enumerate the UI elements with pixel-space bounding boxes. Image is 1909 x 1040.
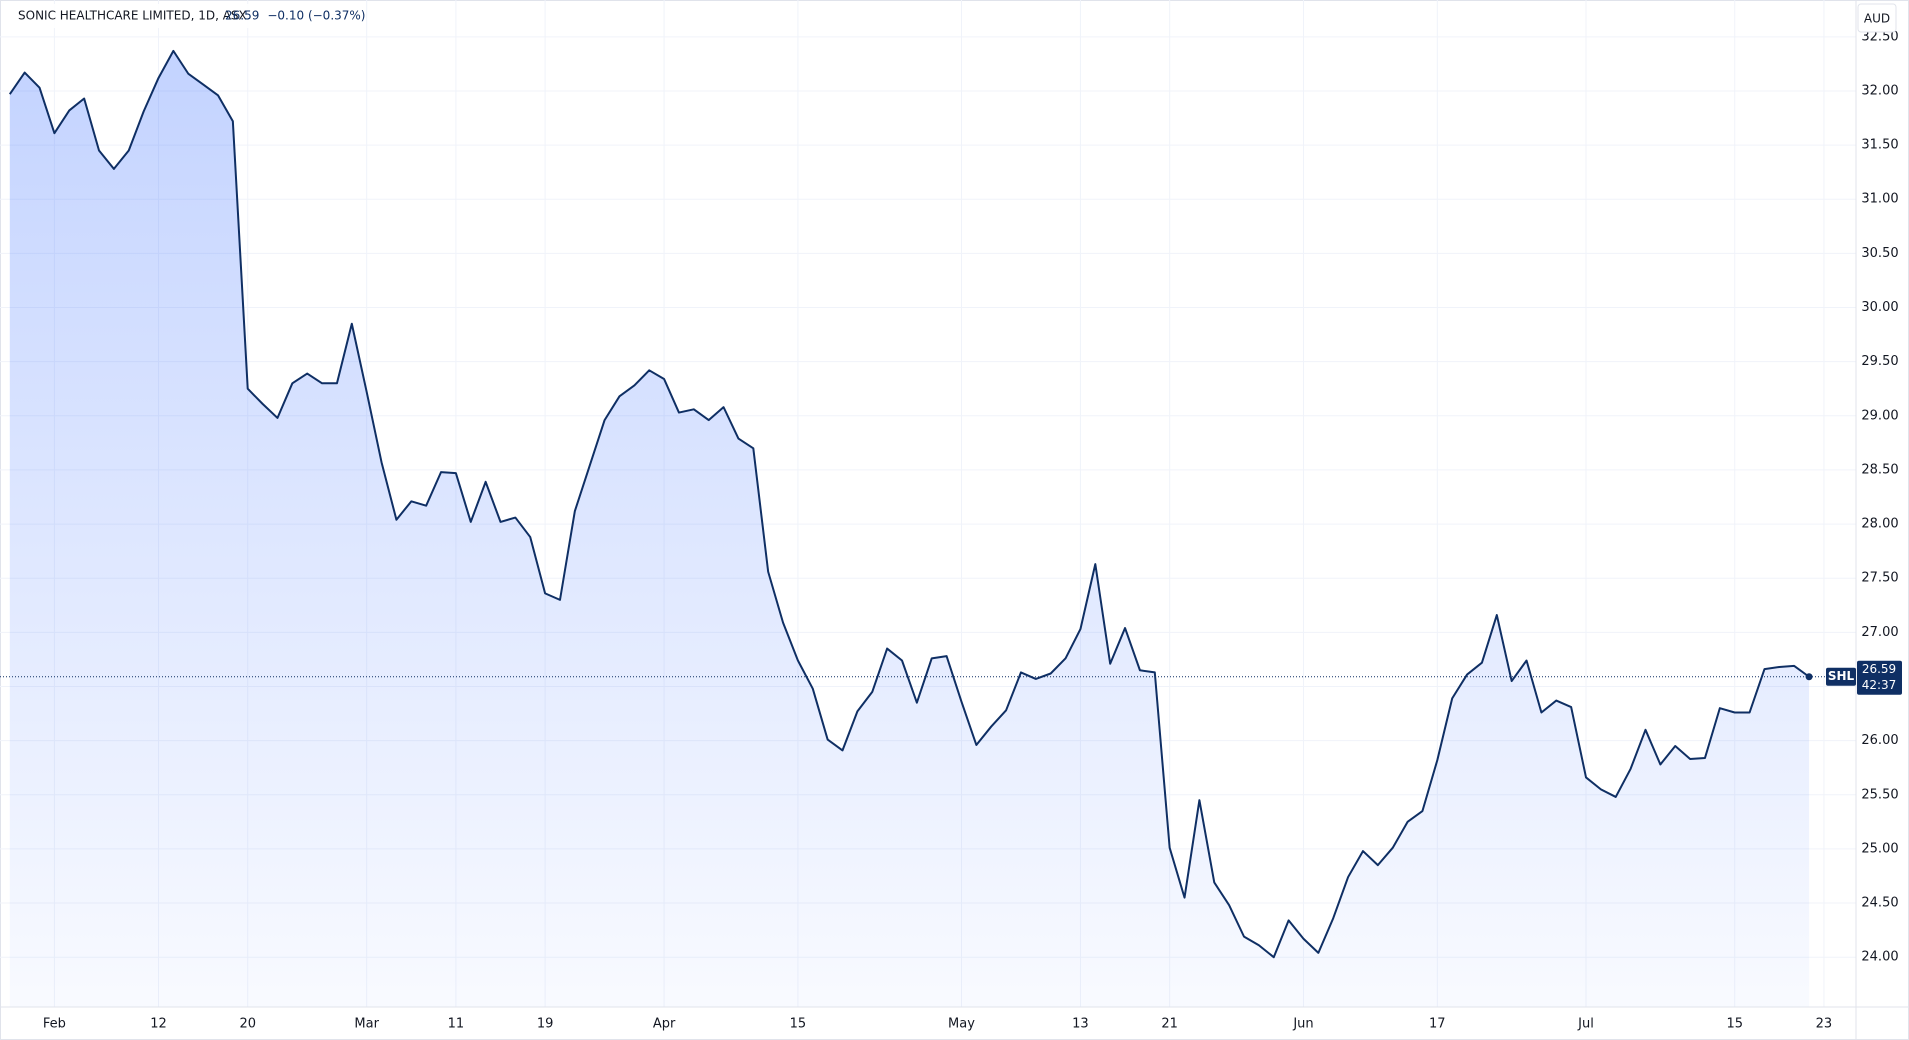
x-tick-label: 15 bbox=[1726, 1017, 1743, 1032]
axes: 24.0024.5025.0025.5026.0026.5027.0027.50… bbox=[43, 29, 1902, 1032]
currency-box[interactable] bbox=[1857, 3, 1897, 33]
x-tick-label: 12 bbox=[150, 1017, 167, 1032]
header-change: −0.10 (−0.37%) bbox=[267, 9, 365, 23]
y-tick-label: 31.00 bbox=[1861, 192, 1898, 207]
x-tick-label: 17 bbox=[1429, 1017, 1446, 1032]
x-tick-label: 19 bbox=[537, 1017, 554, 1032]
y-tick-label: 24.00 bbox=[1861, 950, 1898, 965]
x-tick-label: 13 bbox=[1072, 1017, 1089, 1032]
y-tick-label: 32.00 bbox=[1861, 83, 1898, 98]
chart-title: SONIC HEALTHCARE LIMITED, 1D, ASX bbox=[18, 9, 247, 23]
y-tick-label: 25.00 bbox=[1861, 841, 1898, 856]
x-tick-label: Apr bbox=[653, 1017, 676, 1032]
x-tick-label: 23 bbox=[1816, 1017, 1833, 1032]
symbol-tag bbox=[1826, 667, 1856, 686]
countdown-label: 42:37 bbox=[1862, 678, 1897, 692]
last-point bbox=[1805, 673, 1813, 681]
x-tick-label: May bbox=[948, 1017, 975, 1032]
x-tick-label: 15 bbox=[790, 1017, 807, 1032]
y-tick-label: 26.00 bbox=[1861, 733, 1898, 748]
x-tick-label: 21 bbox=[1161, 1017, 1178, 1032]
x-tick-label: Jun bbox=[1292, 1017, 1313, 1032]
x-tick-label: 20 bbox=[239, 1017, 256, 1032]
symbol-tag-label: SHL bbox=[1828, 669, 1855, 683]
x-tick-label: Jul bbox=[1577, 1017, 1594, 1032]
header-bg bbox=[4, 4, 364, 28]
x-tick-label: Feb bbox=[43, 1017, 66, 1032]
price-line bbox=[8, 49, 1810, 959]
header-price: 26.59 bbox=[225, 9, 259, 23]
y-tick-label: 28.50 bbox=[1861, 462, 1898, 477]
y-tick-label: 28.00 bbox=[1861, 517, 1898, 532]
y-tick-label: 29.00 bbox=[1861, 408, 1898, 423]
x-tick-label: 11 bbox=[448, 1017, 465, 1032]
plot bbox=[0, 49, 1856, 1007]
y-tick-label: 27.00 bbox=[1861, 625, 1898, 640]
price-tag bbox=[1857, 660, 1902, 695]
y-tick-label: 30.00 bbox=[1861, 300, 1898, 315]
area-fill bbox=[9, 50, 1810, 1007]
y-tick-label: 31.50 bbox=[1861, 138, 1898, 153]
y-tick-label: 24.50 bbox=[1861, 896, 1898, 911]
y-tick-label: 30.50 bbox=[1861, 246, 1898, 261]
y-tick-label: 29.50 bbox=[1861, 354, 1898, 369]
y-tick-label: 27.50 bbox=[1861, 571, 1898, 586]
y-tick-label: 25.50 bbox=[1861, 787, 1898, 802]
x-tick-label: Mar bbox=[354, 1017, 379, 1032]
currency[interactable]: AUD bbox=[1864, 12, 1890, 26]
price-tag-label: 26.59 bbox=[1862, 662, 1896, 676]
y-tick-label: 32.50 bbox=[1861, 29, 1898, 44]
